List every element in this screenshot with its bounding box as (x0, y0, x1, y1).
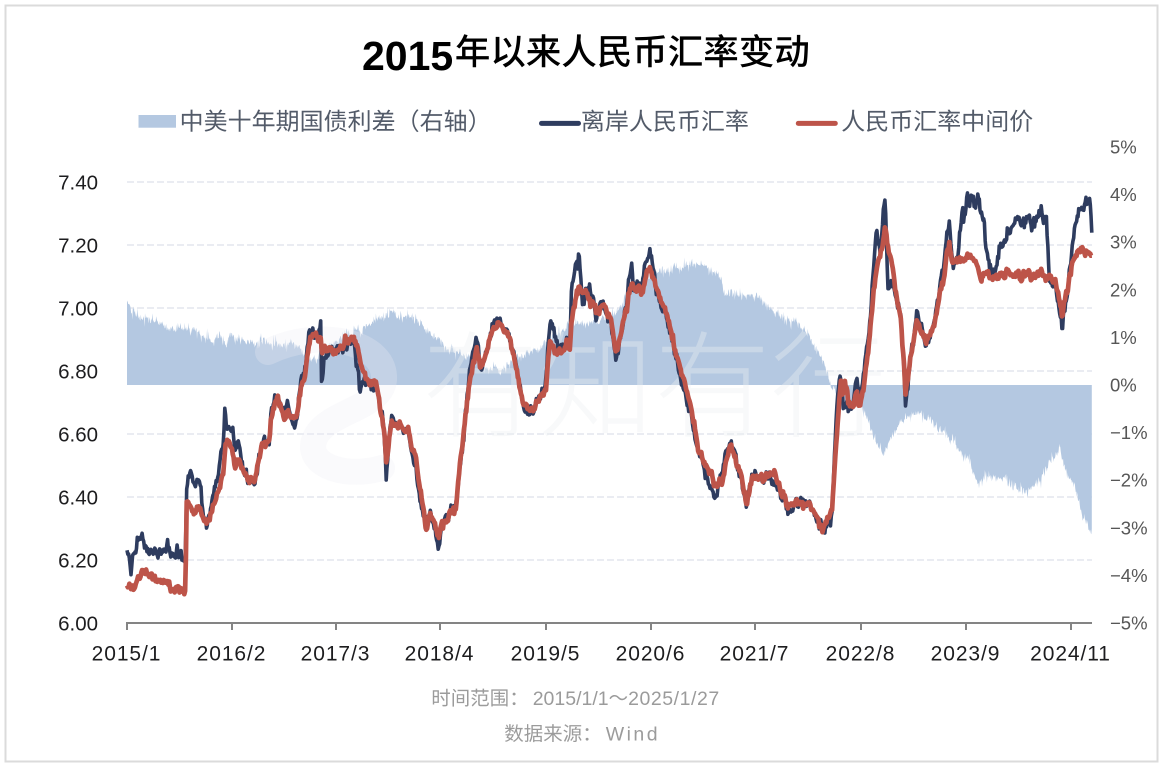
svg-text:2017/3: 2017/3 (301, 643, 371, 666)
svg-text:−4%: −4% (1110, 565, 1148, 586)
svg-text:2024/11: 2024/11 (1030, 643, 1111, 666)
svg-text:−3%: −3% (1110, 517, 1148, 538)
svg-text:1%: 1% (1110, 327, 1137, 348)
svg-text:2015/1: 2015/1 (92, 643, 162, 666)
svg-text:6.40: 6.40 (58, 486, 98, 509)
svg-text:6.20: 6.20 (58, 549, 98, 572)
svg-text:2019/5: 2019/5 (511, 643, 581, 666)
svg-text:−1%: −1% (1110, 422, 1148, 443)
svg-text:Wind: Wind (606, 724, 660, 746)
svg-text:2018/4: 2018/4 (405, 643, 475, 666)
svg-text:2022/8: 2022/8 (826, 643, 896, 666)
svg-text:2020/6: 2020/6 (616, 643, 686, 666)
svg-text:7.20: 7.20 (58, 234, 98, 257)
svg-text:−2%: −2% (1110, 470, 1148, 491)
svg-text:6.00: 6.00 (58, 612, 98, 635)
svg-text:2%: 2% (1110, 279, 1137, 300)
svg-text:7.00: 7.00 (58, 297, 98, 320)
svg-text:2016/2: 2016/2 (197, 643, 267, 666)
svg-text:2023/9: 2023/9 (931, 643, 1001, 666)
svg-text:5%: 5% (1110, 137, 1137, 158)
svg-text:0%: 0% (1110, 375, 1137, 396)
svg-text:2025/1/27: 2025/1/27 (628, 688, 720, 710)
svg-text:7.40: 7.40 (58, 171, 98, 194)
svg-text:2015: 2015 (362, 33, 453, 79)
svg-text:4%: 4% (1110, 184, 1137, 205)
svg-text:6.80: 6.80 (58, 360, 98, 383)
svg-text:2015/1/1: 2015/1/1 (533, 688, 609, 710)
svg-text:2021/7: 2021/7 (720, 643, 790, 666)
svg-text:6.60: 6.60 (58, 423, 98, 446)
svg-text:−5%: −5% (1110, 613, 1148, 634)
svg-text:3%: 3% (1110, 232, 1137, 253)
